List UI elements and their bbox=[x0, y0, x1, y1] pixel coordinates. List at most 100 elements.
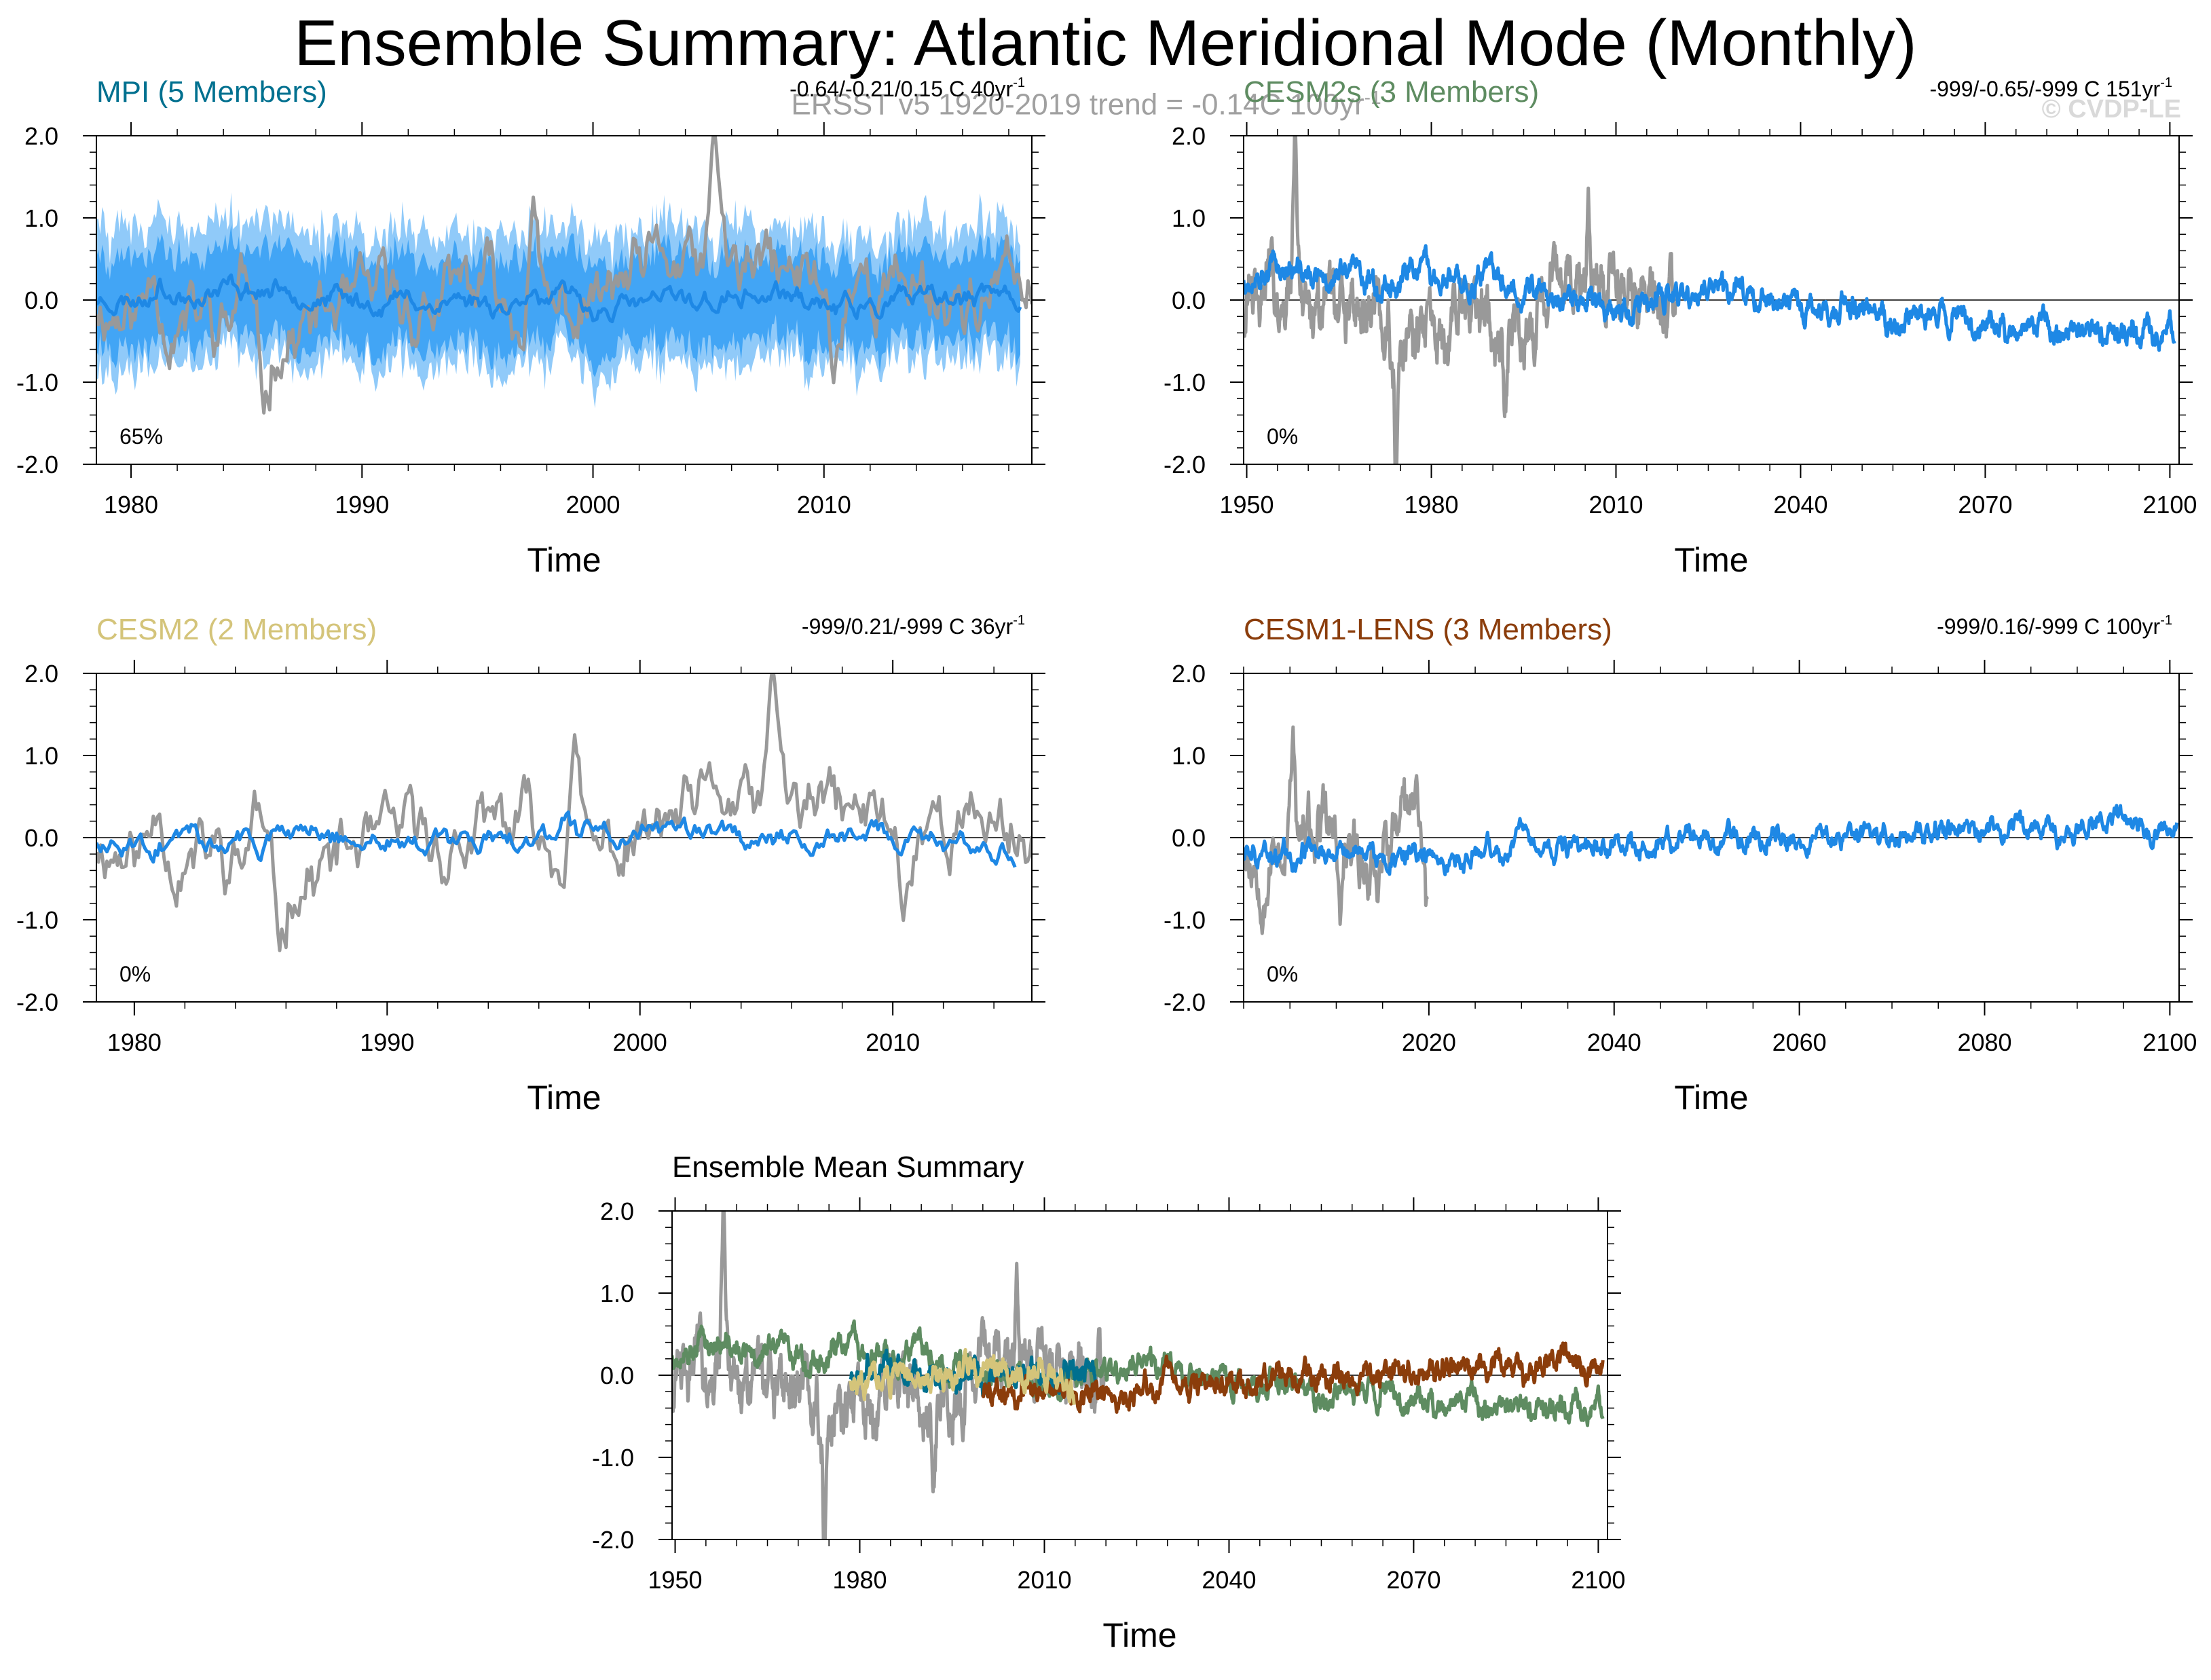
trend-label-sup: -1 bbox=[1013, 75, 1025, 90]
x-tick-label: 2070 bbox=[1386, 1566, 1441, 1594]
chart-data-layer bbox=[1244, 136, 2179, 464]
y-tick-label: -1.0 bbox=[592, 1444, 634, 1472]
trend-label-text: -999/-0.65/-999 C 151yr bbox=[1929, 77, 2160, 101]
x-tick-label: 1950 bbox=[648, 1566, 702, 1594]
series-line-cesm1-lens bbox=[981, 1341, 1605, 1414]
x-tick-label: 2000 bbox=[565, 491, 620, 519]
y-tick-label: 2.0 bbox=[600, 1197, 634, 1225]
y-tick-label: 1.0 bbox=[24, 204, 58, 232]
x-tick-label: 2000 bbox=[613, 1028, 667, 1056]
y-tick-label: -1.0 bbox=[16, 906, 58, 934]
percent-label: 0% bbox=[119, 962, 151, 986]
y-tick-label: -2.0 bbox=[1164, 988, 1206, 1016]
y-tick-label: 2.0 bbox=[24, 660, 58, 688]
x-tick-label: 2070 bbox=[1958, 491, 2012, 519]
percent-label: 0% bbox=[1267, 424, 1298, 449]
y-tick-label: 0.0 bbox=[1172, 286, 1206, 314]
trend-label-sup: -1 bbox=[2160, 75, 2172, 90]
x-tick-label: 2100 bbox=[2142, 1028, 2197, 1056]
chart-data-layer bbox=[672, 1211, 1608, 1539]
chart-data-layer bbox=[96, 136, 1032, 415]
x-tick-label: 2040 bbox=[1773, 491, 1827, 519]
obs-trend-sup: -1 bbox=[1364, 87, 1381, 108]
series-line-ersst-v5 bbox=[96, 673, 1032, 952]
series-line-ensemble-mean bbox=[1244, 804, 2179, 876]
y-tick-label: 0.0 bbox=[600, 1362, 634, 1389]
x-axis-label: Time bbox=[527, 541, 601, 579]
x-tick-label: 2040 bbox=[1587, 1028, 1641, 1056]
y-tick-label: 0.0 bbox=[1172, 824, 1206, 852]
trend-label-sup: -1 bbox=[2160, 613, 2172, 628]
x-axis-label: Time bbox=[527, 1079, 601, 1117]
x-tick-label: 1980 bbox=[107, 1028, 162, 1056]
y-tick-label: -1.0 bbox=[1164, 369, 1206, 396]
x-tick-label: 1950 bbox=[1219, 491, 1274, 519]
chart-cesm1_lens: -2.0 -1.0 0.0 1.0 2.0 2020 2040 2060 2080 2100 Tim… bbox=[1164, 613, 2197, 1117]
y-tick-label: -2.0 bbox=[16, 451, 58, 479]
y-tick-label: 2.0 bbox=[24, 122, 58, 150]
x-axis-label: Time bbox=[1102, 1616, 1176, 1654]
trend-label: -999/-0.65/-999 C 151yr-1 bbox=[1929, 75, 2172, 101]
x-tick-label: 2040 bbox=[1202, 1566, 1256, 1594]
y-tick-label: 2.0 bbox=[1172, 122, 1206, 150]
x-tick-label: 1990 bbox=[335, 491, 389, 519]
x-tick-label: 2100 bbox=[2142, 491, 2197, 519]
series-line-ersst-v5 bbox=[1244, 725, 1429, 935]
x-tick-label: 2010 bbox=[866, 1028, 920, 1056]
series-line-ensemble-mean bbox=[96, 810, 1017, 868]
chart-mpi: -2.0 -1.0 0.0 1.0 2.0 1980 1990 2000 2010 Time MPI… bbox=[16, 75, 1045, 579]
x-tick-label: 1980 bbox=[104, 491, 158, 519]
series-line-cesm2 bbox=[849, 1347, 1076, 1405]
trend-label-text: -0.64/-0.21/0.15 C 40yr bbox=[789, 77, 1013, 101]
trend-label: -999/0.21/-999 C 36yr-1 bbox=[802, 613, 1025, 639]
chart-cesm2: -2.0 -1.0 0.0 1.0 2.0 1980 1990 2000 2010 Time CES… bbox=[16, 613, 1045, 1117]
chart-data-layer bbox=[1244, 725, 2179, 935]
y-tick-label: 2.0 bbox=[1172, 660, 1206, 688]
percent-label: 65% bbox=[119, 424, 163, 449]
y-tick-label: -1.0 bbox=[1164, 906, 1206, 934]
x-axis-label: Time bbox=[1674, 541, 1748, 579]
trend-label-text: -999/0.16/-999 C 100yr bbox=[1937, 614, 2160, 639]
y-tick-label: -2.0 bbox=[1164, 451, 1206, 479]
x-tick-label: 2010 bbox=[1017, 1566, 1071, 1594]
series-line-ensemble-mean bbox=[1244, 244, 2176, 352]
y-tick-label: -2.0 bbox=[592, 1526, 634, 1554]
trend-label-text: -999/0.21/-999 C 36yr bbox=[802, 614, 1014, 639]
y-tick-label: -2.0 bbox=[16, 988, 58, 1016]
chart-data-layer bbox=[96, 673, 1032, 952]
percent-label: 0% bbox=[1267, 962, 1298, 986]
x-tick-label: 1990 bbox=[360, 1028, 414, 1056]
y-tick-label: 1.0 bbox=[24, 742, 58, 770]
trend-label: -0.64/-0.21/0.15 C 40yr-1 bbox=[789, 75, 1025, 101]
obs-trend-label: ERSST v5 1920-2019 trend = -0.14C 100yr-… bbox=[747, 87, 1426, 122]
trend-label: -999/0.16/-999 C 100yr-1 bbox=[1937, 613, 2172, 639]
x-tick-label: 2080 bbox=[1957, 1028, 2011, 1056]
y-tick-label: -1.0 bbox=[16, 369, 58, 396]
main-title: Ensemble Summary: Atlantic Meridional Mo… bbox=[294, 7, 1917, 79]
x-tick-label: 2010 bbox=[797, 491, 851, 519]
x-tick-label: 2020 bbox=[1402, 1028, 1456, 1056]
copyright-mark: © CVDP-LE bbox=[2041, 95, 2181, 124]
y-tick-label: 0.0 bbox=[24, 824, 58, 852]
x-tick-label: 1980 bbox=[1404, 491, 1458, 519]
x-tick-label: 2100 bbox=[1571, 1566, 1625, 1594]
series-line-ensemble-mean bbox=[96, 273, 1022, 324]
obs-trend-text: ERSST v5 1920-2019 trend = -0.14C 100yr bbox=[791, 88, 1364, 122]
x-axis-label: Time bbox=[1674, 1079, 1748, 1117]
y-tick-label: 1.0 bbox=[1172, 204, 1206, 232]
y-tick-label: 0.0 bbox=[24, 286, 58, 314]
x-tick-label: 2060 bbox=[1772, 1028, 1827, 1056]
y-tick-label: 1.0 bbox=[600, 1280, 634, 1307]
chart-title: Ensemble Mean Summary bbox=[672, 1151, 1024, 1184]
chart-title: CESM2 (2 Members) bbox=[96, 613, 377, 646]
chart-ensemble_mean_summary: -2.0 -1.0 0.0 1.0 2.0 1950 1980 2010 2040 2070 210… bbox=[592, 1151, 1625, 1654]
x-tick-label: 2010 bbox=[1588, 491, 1643, 519]
chart-title: CESM2s (3 Members) bbox=[1244, 75, 1539, 109]
trend-label-sup: -1 bbox=[1013, 613, 1025, 628]
chart-title: MPI (5 Members) bbox=[96, 75, 327, 109]
x-tick-label: 1980 bbox=[832, 1566, 887, 1594]
series-line-cesm2s bbox=[672, 1319, 1605, 1427]
chart-cesm2s: -2.0 -1.0 0.0 1.0 2.0 1950 1980 2010 2040 2070 210… bbox=[1164, 75, 2197, 579]
